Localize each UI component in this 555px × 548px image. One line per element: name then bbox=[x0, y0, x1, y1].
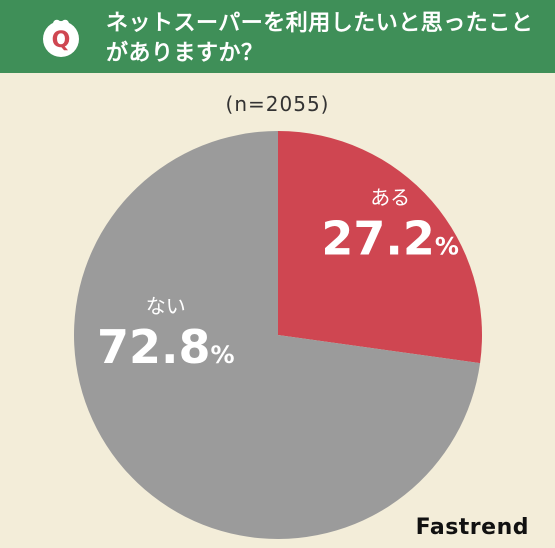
brand-logo: Fastrend bbox=[415, 515, 529, 540]
slice-value-yes: 27.2% bbox=[321, 212, 459, 266]
slice-label-yes: ある bbox=[370, 186, 410, 210]
pie-slice-yes bbox=[278, 131, 482, 364]
sample-size-label: (n=2055) bbox=[225, 92, 330, 116]
question-text: ネットスーパーを利用したいと思ったことがありますか？ bbox=[106, 11, 534, 66]
slice-value-no: 72.8% bbox=[97, 320, 235, 374]
pie-slice-no bbox=[74, 131, 481, 539]
q-badge-letter: Q bbox=[52, 28, 71, 53]
tomato-q-icon: Q bbox=[40, 16, 82, 58]
question-header: Q ネットスーパーを利用したいと思ったことがありますか？ bbox=[0, 0, 555, 73]
slice-label-no: ない bbox=[146, 294, 186, 318]
